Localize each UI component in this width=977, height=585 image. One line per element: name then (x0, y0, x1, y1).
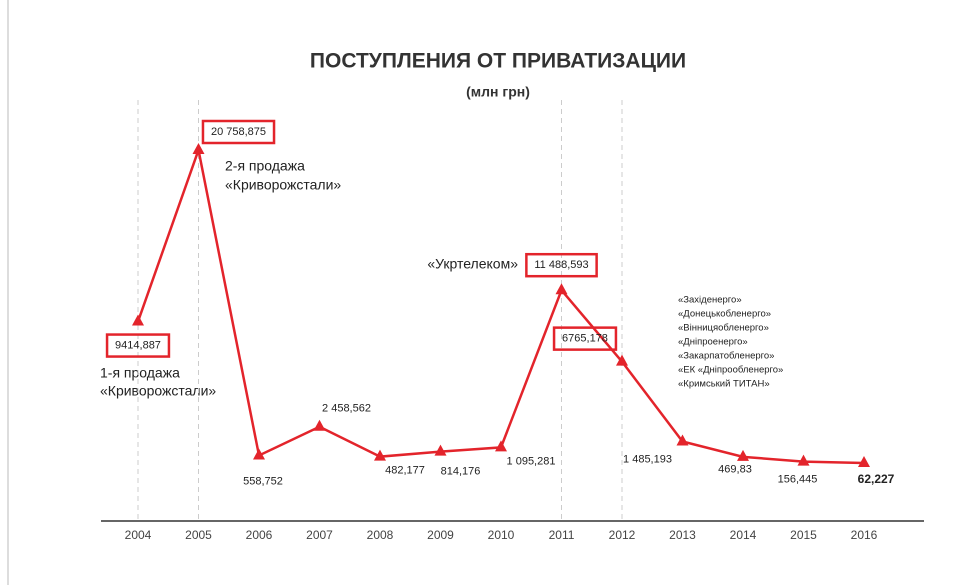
annotation: «Кримський ТИТАН» (678, 379, 770, 390)
marker (434, 444, 447, 456)
annotation: 1-я продажа (100, 365, 180, 381)
marker (858, 456, 870, 467)
annotation: 2-я продажа (225, 158, 305, 174)
x-tick-label: 2011 (549, 528, 575, 542)
x-tick-label: 2007 (306, 528, 333, 542)
x-tick-label: 2008 (367, 528, 394, 542)
data-label: 6765,178 (562, 333, 608, 345)
x-tick-label: 2014 (730, 528, 757, 542)
label-box (525, 252, 598, 278)
annotation: «Закарпатобленерго» (678, 351, 774, 362)
marker (555, 283, 568, 295)
marker (676, 434, 689, 446)
annotation: «Донецькобленерго» (678, 309, 771, 320)
marker (313, 419, 326, 431)
x-tick-label: 2013 (669, 528, 696, 542)
data-label: 1 095,281 (507, 455, 556, 467)
marker (797, 454, 810, 466)
x-tick-label: 2012 (609, 528, 636, 542)
label-box (552, 326, 618, 351)
data-label: 9414,887 (115, 339, 161, 351)
label-box (201, 119, 276, 145)
chart-subtitle: (млн грн) (466, 84, 530, 100)
annotation: «Дніпроенерго» (678, 337, 748, 348)
annotation: «Укртелеком» (427, 256, 518, 272)
label-box (105, 333, 171, 358)
data-label: 156,445 (778, 473, 818, 485)
annotation: «Західенерго» (678, 295, 742, 306)
data-label: 2 458,562 (322, 403, 371, 415)
x-tick-label: 2015 (790, 528, 817, 542)
marker (192, 143, 205, 154)
data-label: 558,752 (243, 475, 283, 487)
marker (616, 354, 628, 366)
x-tick-label: 2006 (246, 528, 273, 542)
marker (132, 314, 144, 326)
data-label: 62,227 (858, 472, 895, 486)
x-tick-label: 2016 (851, 528, 878, 542)
data-label: 11 488,593 (534, 259, 588, 271)
data-label: 1 485,193 (623, 453, 672, 465)
company-list: «Західенерго» «Донецькобленерго» «Вінницяо… (678, 295, 783, 390)
annotation: «ЕК «Дніпрообленерго» (678, 365, 783, 376)
data-label: 482,177 (385, 465, 425, 477)
annotation: «Вінницяобленерго» (678, 323, 769, 334)
annotation: «Криворожстали» (225, 177, 341, 193)
x-tick-label: 2010 (488, 528, 515, 542)
x-tick-label: 2009 (427, 528, 454, 542)
line (136, 145, 865, 465)
chart-title: ПОСТУПЛЕНИЯ ОТ ПРИВАТИЗАЦИИ (310, 50, 686, 73)
marker (374, 449, 386, 461)
x-tick-label: 2004 (125, 528, 152, 542)
x-tick-label: 2005 (185, 528, 212, 542)
data-label: 20 758,875 (211, 126, 266, 138)
data-label: 469,83 (718, 464, 752, 476)
annotation: «Криворожстали» (100, 383, 216, 399)
marker (737, 449, 749, 461)
data-label: 814,176 (441, 466, 481, 478)
marker (253, 448, 265, 460)
marker (495, 440, 507, 452)
